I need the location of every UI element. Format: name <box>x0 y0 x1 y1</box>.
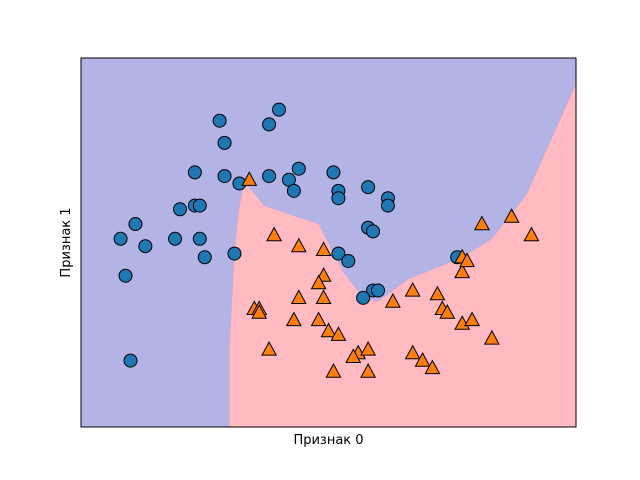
class-0-point-19 <box>173 202 187 217</box>
class-1-point-37 <box>424 359 441 375</box>
class-0-point-24 <box>192 231 207 246</box>
class-0-point-9 <box>326 165 341 180</box>
class-1-point-21 <box>384 292 401 308</box>
points-layer <box>113 102 540 378</box>
y-axis-label: Признак 1 <box>59 207 74 277</box>
class-1-point-7 <box>315 289 332 304</box>
class-1-point-17 <box>345 348 362 363</box>
class-0-point-21 <box>113 231 128 246</box>
class-0-point-14 <box>380 198 395 213</box>
class-1-point-3 <box>315 241 332 256</box>
class-1-point-14 <box>330 326 347 341</box>
class-0-point-8 <box>262 169 277 184</box>
class-1-point-15 <box>261 340 278 356</box>
class-1-point-23 <box>429 285 446 301</box>
class-1-point-6 <box>290 289 307 304</box>
class-1-point-29 <box>473 215 490 231</box>
class-1-point-25 <box>439 304 456 319</box>
class-1-point-19 <box>325 363 342 378</box>
class-1-point-1 <box>266 226 283 242</box>
class-0-point-5 <box>187 165 202 180</box>
class-0-point-27 <box>331 246 346 261</box>
class-1-point-36 <box>414 352 431 367</box>
class-0-point-2 <box>262 117 277 132</box>
class-0-point-26 <box>227 246 242 261</box>
class-1-point-5 <box>310 274 327 290</box>
class-1-point-11 <box>285 311 302 327</box>
class-0-point-16 <box>331 191 346 206</box>
class-1-point-2 <box>290 237 307 253</box>
class-0-point-15 <box>286 183 301 198</box>
class-0-point-4 <box>291 161 306 176</box>
class-0-point-25 <box>197 250 212 265</box>
class-1-point-18 <box>360 340 377 356</box>
class-1-point-35 <box>404 344 421 360</box>
class-1-point-28 <box>459 252 476 268</box>
class-0-point-33 <box>371 283 385 298</box>
class-0-point-23 <box>168 231 183 246</box>
class-1-point-13 <box>320 322 337 338</box>
class-0-point-34 <box>356 290 371 305</box>
x-axis-label: Признак 0 <box>293 433 363 448</box>
class-1-point-33 <box>464 311 481 327</box>
class-0-point-20 <box>128 217 143 232</box>
class-0-point-3 <box>217 135 232 150</box>
class-0-point-12 <box>361 180 376 195</box>
class-0-point-1 <box>272 102 286 117</box>
class-0-point-30 <box>366 224 381 239</box>
class-1-point-31 <box>523 226 540 242</box>
class-1-point-0 <box>241 171 258 186</box>
class-0-point-36 <box>123 353 138 368</box>
class-1-point-22 <box>404 281 421 297</box>
class-1-point-34 <box>483 329 500 345</box>
class-0-point-0 <box>212 113 227 128</box>
class-1-point-30 <box>503 208 520 223</box>
class-0-point-31 <box>118 268 133 283</box>
plot-frame <box>80 57 577 428</box>
class-0-point-28 <box>341 253 356 268</box>
class-0-point-6 <box>217 169 232 184</box>
class-1-point-12 <box>310 311 327 327</box>
class-1-point-26 <box>454 263 471 279</box>
class-0-point-22 <box>138 239 153 254</box>
class-1-point-20 <box>360 363 377 378</box>
class-0-point-18 <box>192 198 207 213</box>
class-1-point-10 <box>251 304 268 319</box>
